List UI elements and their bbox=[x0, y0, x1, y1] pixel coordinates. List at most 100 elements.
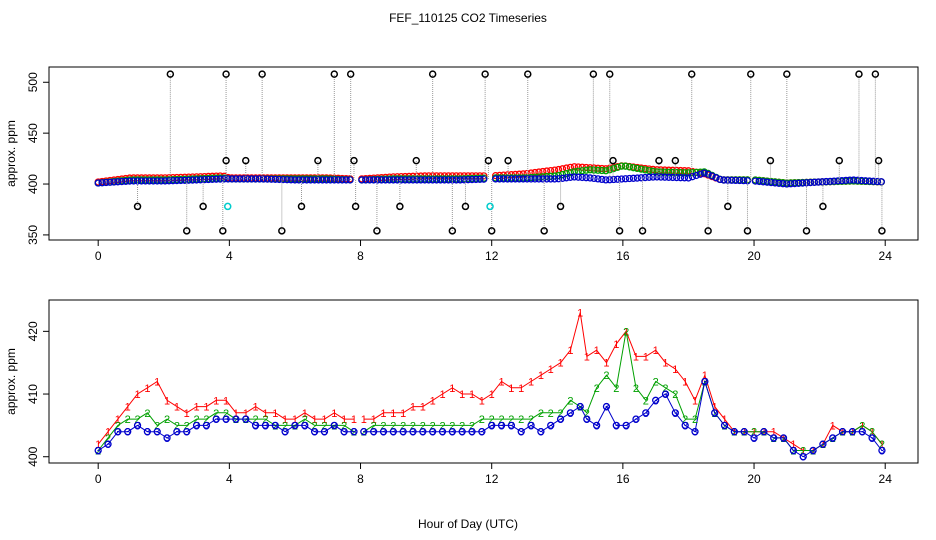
top-y2-point bbox=[665, 168, 673, 176]
top-y3-point bbox=[405, 176, 413, 184]
series-1-marker: 1 bbox=[643, 351, 649, 363]
raw-point bbox=[448, 227, 457, 235]
series-1-marker: 1 bbox=[341, 414, 347, 426]
top-y3-point bbox=[102, 178, 110, 187]
series-2-marker: 2 bbox=[439, 420, 445, 432]
series-1-marker: 1 bbox=[321, 414, 327, 426]
series-3-point bbox=[819, 440, 827, 448]
top-y3-point bbox=[181, 176, 189, 184]
series-2-marker: 2 bbox=[154, 420, 160, 432]
top-y2-point bbox=[676, 168, 685, 177]
x-tick-label: 16 bbox=[616, 472, 630, 486]
top-y3-point bbox=[814, 178, 822, 186]
series-2-marker: 2 bbox=[243, 414, 249, 426]
series-2-marker: 2 bbox=[469, 420, 475, 432]
top-y2-point bbox=[625, 163, 634, 171]
x-tick-label: 4 bbox=[226, 249, 233, 263]
top-y2-point bbox=[598, 166, 606, 175]
top-y2-point bbox=[578, 167, 586, 175]
top-y3-point bbox=[373, 176, 382, 184]
series-2-marker: 2 bbox=[233, 414, 239, 426]
series-3-marker: 3 bbox=[840, 427, 846, 439]
series-2-marker: 2 bbox=[780, 433, 786, 445]
top-y3-point bbox=[842, 176, 850, 185]
top-y2-point bbox=[641, 166, 649, 174]
top-y2-point bbox=[680, 169, 689, 177]
series-3-point bbox=[642, 409, 650, 417]
top-y2-point bbox=[653, 168, 661, 176]
top-y3-point bbox=[547, 175, 555, 183]
series-2-marker: 2 bbox=[731, 427, 737, 439]
top-y3-point bbox=[779, 180, 787, 188]
y-tick-label: 400 bbox=[26, 174, 40, 194]
top-y3-point bbox=[818, 178, 826, 186]
series-3-point bbox=[848, 428, 857, 436]
top-y3-point bbox=[854, 176, 862, 184]
top-y3-point bbox=[791, 179, 799, 188]
series-2-marker: 2 bbox=[390, 420, 396, 432]
top-y3-point bbox=[228, 175, 236, 183]
series-3-point bbox=[478, 428, 486, 436]
top-y3-point bbox=[397, 176, 405, 184]
series-1-marker: 1 bbox=[518, 383, 524, 395]
series-2-marker: 2 bbox=[105, 433, 111, 445]
raw-point bbox=[835, 156, 844, 165]
series-3-point bbox=[671, 409, 679, 417]
series-3-marker: 3 bbox=[810, 445, 816, 457]
series-1-marker: 1 bbox=[741, 427, 747, 439]
series-1-marker: 1 bbox=[672, 364, 678, 376]
top-y3-point bbox=[381, 176, 390, 184]
top-y2-point bbox=[582, 166, 590, 174]
series-1-marker: 1 bbox=[662, 358, 668, 370]
top-y3-point bbox=[236, 175, 244, 183]
series-2-marker: 2 bbox=[134, 414, 140, 426]
series-1-marker: 1 bbox=[272, 408, 278, 420]
raw-point bbox=[878, 227, 886, 235]
top-y3-point bbox=[846, 176, 854, 184]
series-1-marker: 1 bbox=[810, 445, 816, 457]
top-y2-point bbox=[590, 166, 598, 174]
series-3-point bbox=[281, 428, 289, 436]
series-1-marker: 1 bbox=[95, 439, 101, 451]
top-y3-point bbox=[122, 177, 130, 185]
series-1-marker: 1 bbox=[623, 326, 629, 338]
series-3-marker: 3 bbox=[203, 420, 209, 432]
top-y3-point bbox=[590, 174, 598, 183]
series-1-marker: 1 bbox=[840, 427, 846, 439]
raw-point bbox=[484, 156, 493, 165]
top-y3-point bbox=[625, 174, 634, 183]
series-2-marker: 2 bbox=[672, 389, 678, 401]
series-1-marker: 1 bbox=[390, 408, 396, 420]
top-y3-point bbox=[432, 176, 441, 184]
top-y3-point bbox=[810, 178, 819, 186]
series-3-point bbox=[202, 421, 211, 430]
top-y3-point bbox=[830, 177, 838, 185]
series-3-point bbox=[114, 428, 122, 436]
x-tick-label: 20 bbox=[747, 249, 761, 263]
top-y3-point bbox=[720, 176, 728, 184]
series-3-point bbox=[271, 421, 279, 430]
top-y3-point bbox=[366, 176, 374, 184]
series-2-marker: 2 bbox=[410, 420, 416, 432]
top-y3-point bbox=[598, 175, 606, 184]
series-2-marker: 2 bbox=[213, 408, 219, 420]
series-3-marker: 3 bbox=[498, 420, 504, 432]
series-2-marker: 2 bbox=[790, 445, 796, 457]
top-y2-point bbox=[645, 166, 653, 175]
series-3-marker: 3 bbox=[292, 420, 298, 432]
series-1-marker: 1 bbox=[528, 377, 534, 389]
series-2-marker: 2 bbox=[489, 414, 495, 426]
series-2-marker: 2 bbox=[194, 414, 200, 426]
series-3-marker: 3 bbox=[302, 420, 308, 432]
series-2-marker: 2 bbox=[869, 427, 875, 439]
top-y3-point bbox=[661, 173, 669, 181]
y-tick-label: 420 bbox=[26, 321, 40, 341]
top-y3-point bbox=[157, 177, 165, 185]
series-3-point bbox=[592, 421, 601, 430]
y-tick-label: 350 bbox=[26, 225, 40, 245]
series-3-point bbox=[340, 428, 348, 436]
top-y3-point bbox=[358, 176, 366, 184]
top-y3-point bbox=[200, 176, 209, 184]
raw-point bbox=[609, 156, 617, 165]
top-y3-point bbox=[421, 176, 429, 184]
